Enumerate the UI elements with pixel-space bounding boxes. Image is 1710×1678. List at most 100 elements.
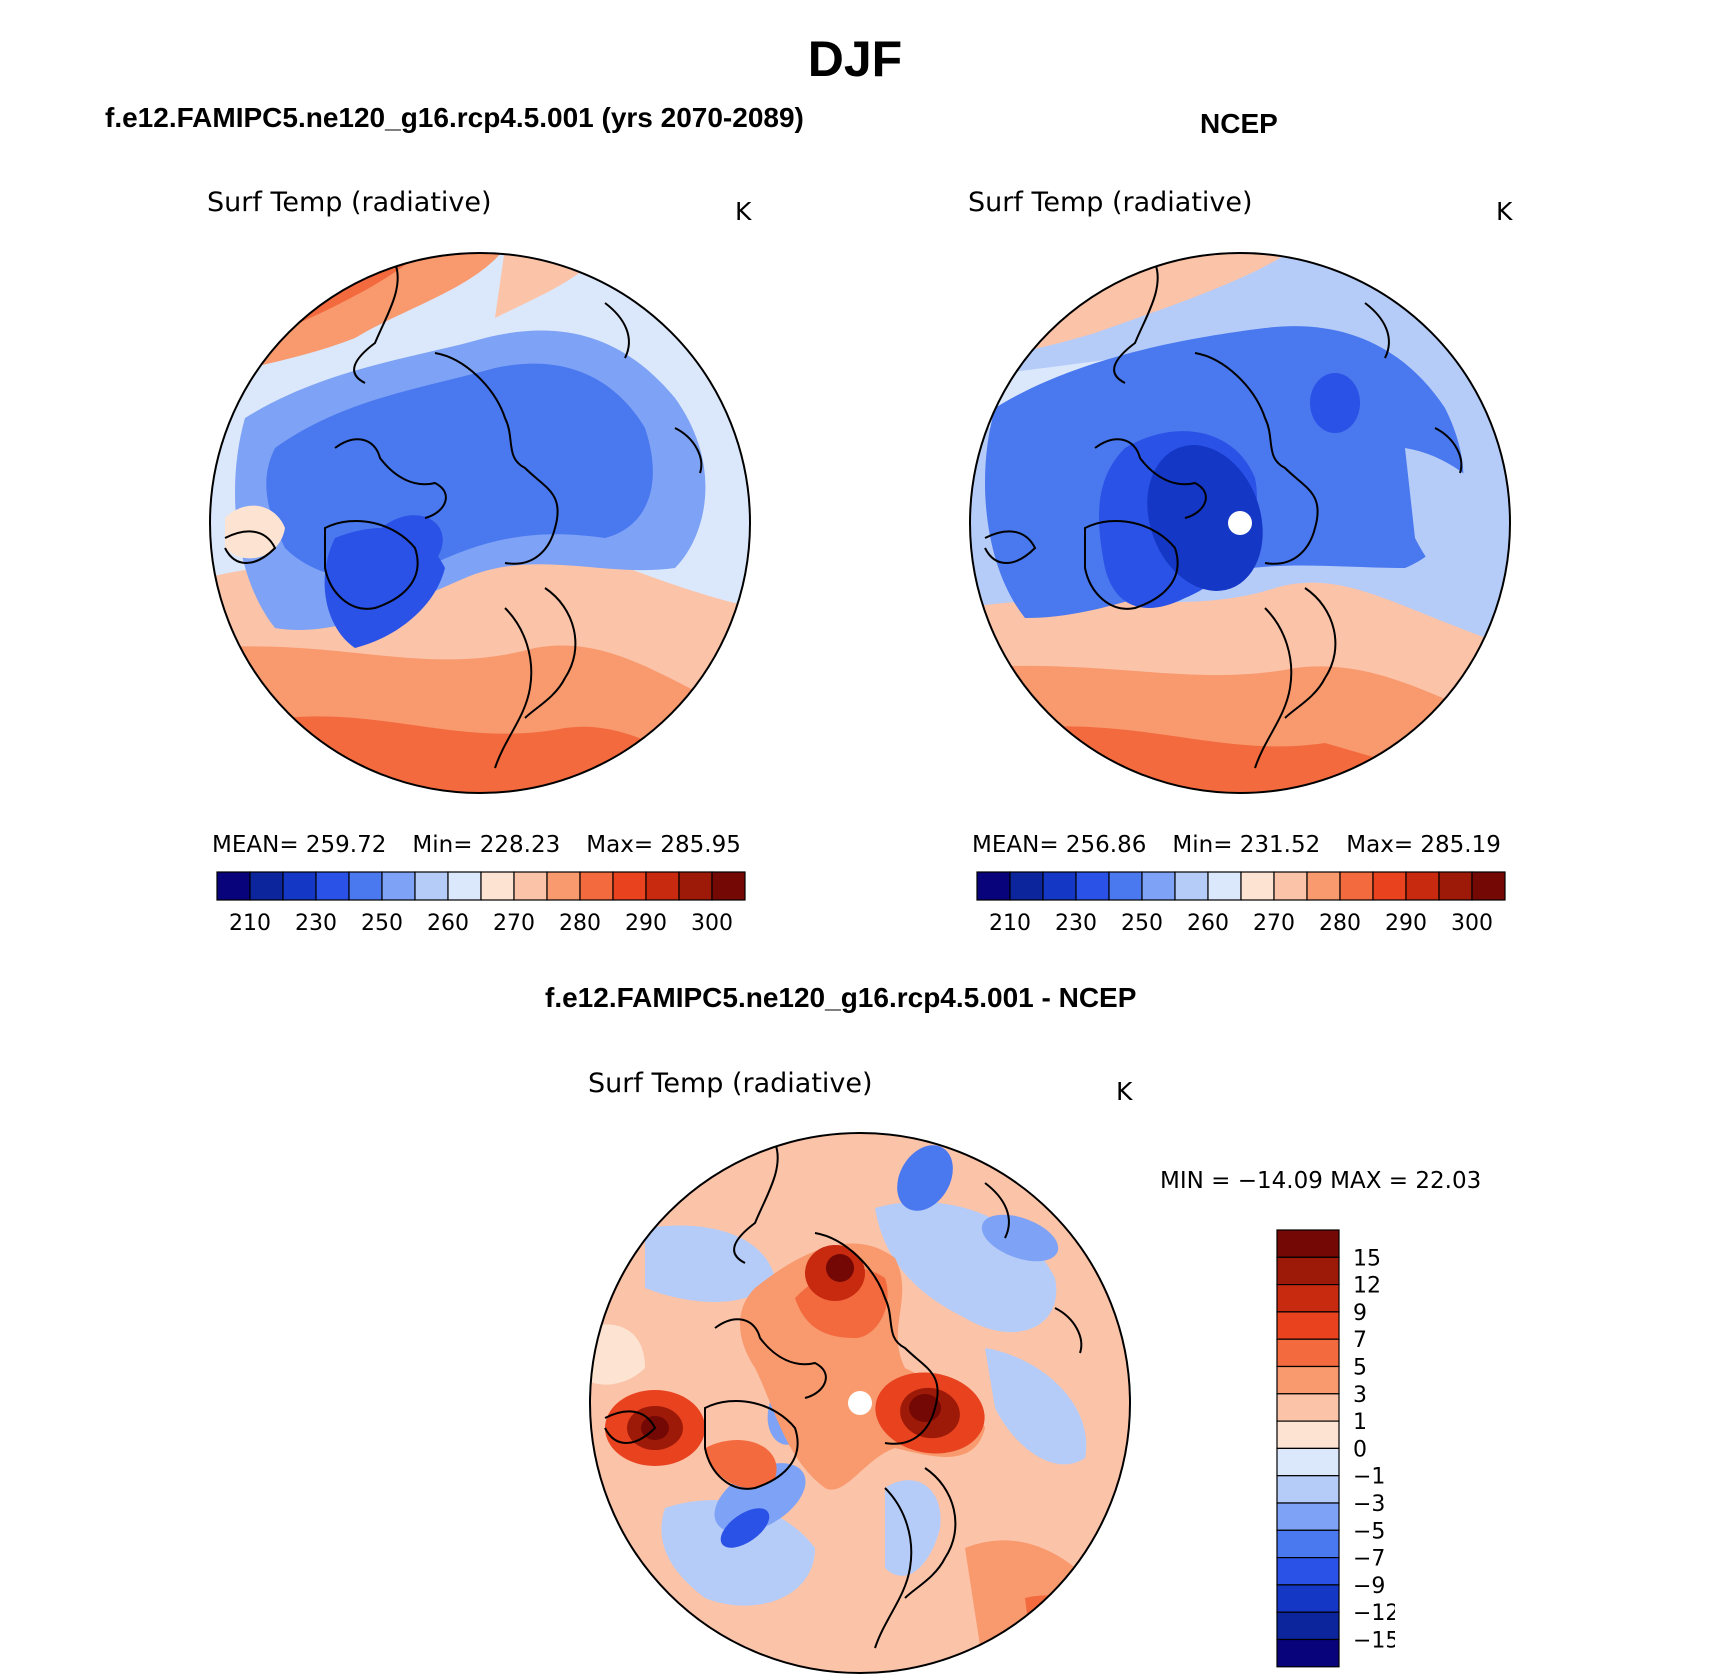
colorbar-tick-label: −12 [1353, 1601, 1395, 1626]
colorbar-tick-label: 260 [1187, 911, 1229, 936]
colorbar-tick-label: 9 [1353, 1301, 1367, 1326]
colorbar-swatch [976, 871, 1011, 901]
colorbar-swatch [1276, 1638, 1340, 1668]
colorbar-tick-label: 290 [625, 911, 667, 936]
colorbar-tick-label: −7 [1353, 1547, 1385, 1572]
colorbar-swatch [546, 871, 581, 901]
colorbar-swatch [1108, 871, 1143, 901]
diff-units-label: K [1116, 1077, 1133, 1106]
colorbar-swatch [447, 871, 482, 901]
colorbar-swatch [480, 871, 515, 901]
colorbar-swatch [1273, 871, 1308, 901]
colorbar-tick-label: 290 [1385, 911, 1427, 936]
colorbar-tick-label: −5 [1353, 1519, 1385, 1544]
colorbar-swatch [678, 871, 713, 901]
colorbar-swatch [348, 871, 383, 901]
panel2-case-title: NCEP [1200, 108, 1278, 139]
colorbar-tick-label: 300 [691, 911, 733, 936]
diff-case-title: f.e12.FAMIPC5.ne120_g16.rcp4.5.001 - NCE… [545, 982, 1137, 1013]
colorbar-swatch [1306, 871, 1341, 901]
colorbar-swatch [1141, 871, 1176, 901]
colorbar-swatch [1276, 1611, 1340, 1641]
colorbar-swatch [1276, 1447, 1340, 1477]
colorbar-tick-label: −15 [1353, 1629, 1395, 1654]
colorbar-swatch [579, 871, 614, 901]
panel2-max: Max= 285.19 [1346, 832, 1501, 858]
colorbar-tick-label: 210 [989, 911, 1031, 936]
colorbar-tick-label: 250 [1121, 911, 1163, 936]
panel2-colorbar: 210 230 250 260 270 280 290 300 [976, 871, 1506, 936]
panel2-units-label: K [1496, 197, 1513, 226]
colorbar-tick-label: 230 [295, 911, 337, 936]
colorbar-swatch [1276, 1502, 1340, 1531]
colorbar-swatch [645, 871, 680, 901]
colorbar-tick-label: −9 [1353, 1574, 1385, 1599]
colorbar-tick-label: −1 [1353, 1465, 1385, 1490]
panel1-stats: MEAN= 259.72 Min= 228.23 Max= 285.95 [212, 832, 741, 858]
colorbar-swatch [1276, 1338, 1340, 1368]
colorbar-swatch [612, 871, 647, 901]
colorbar-swatch [1075, 871, 1110, 901]
colorbar-tick-label: 300 [1451, 911, 1493, 936]
colorbar-swatch [1339, 871, 1374, 901]
colorbar-tick-label: −3 [1353, 1492, 1385, 1517]
colorbar-tick-label: 12 [1353, 1274, 1381, 1299]
colorbar-swatch [1372, 871, 1407, 901]
panel2-polar-map [969, 252, 1511, 794]
colorbar-swatch [249, 871, 284, 901]
colorbar-swatch [381, 871, 416, 901]
colorbar-tick-label: 270 [493, 911, 535, 936]
page-title: DJF [807, 31, 903, 87]
colorbar-swatch [1276, 1557, 1340, 1586]
colorbar-tick-label: 15 [1353, 1246, 1381, 1271]
colorbar-swatch [1276, 1283, 1340, 1313]
colorbar-swatch [1276, 1475, 1340, 1504]
panel1-max: Max= 285.95 [586, 832, 741, 858]
panel2-variable-label: Surf Temp (radiative) [968, 187, 1253, 218]
colorbar-swatch [414, 871, 449, 901]
panel2-min: Min= 231.52 [1172, 832, 1321, 858]
colorbar-tick-label: 7 [1353, 1328, 1367, 1353]
colorbar-swatch [315, 871, 350, 901]
colorbar-swatch [1438, 871, 1473, 901]
colorbar-swatch [1276, 1584, 1340, 1613]
colorbar-tick-label: 0 [1353, 1437, 1367, 1462]
colorbar-swatch [1276, 1256, 1340, 1286]
colorbar-swatch [1276, 1365, 1340, 1395]
panel2-mean: MEAN= 256.86 [972, 832, 1147, 858]
colorbar-swatch [1276, 1229, 1340, 1258]
panel1-mean: MEAN= 259.72 [212, 832, 387, 858]
colorbar-swatch [216, 871, 251, 901]
panel1-case-title: f.e12.FAMIPC5.ne120_g16.rcp4.5.001 (yrs … [105, 102, 804, 133]
colorbar-swatch [282, 871, 317, 901]
colorbar-swatch [513, 871, 548, 901]
colorbar-swatch [1009, 871, 1044, 901]
diff-variable-label: Surf Temp (radiative) [588, 1068, 873, 1099]
colorbar-swatch [1042, 871, 1077, 901]
colorbar-swatch [1240, 871, 1275, 901]
colorbar-swatch [1276, 1529, 1340, 1559]
colorbar-swatch [1276, 1420, 1340, 1450]
colorbar-tick-label: 5 [1353, 1356, 1367, 1381]
colorbar-tick-label: 210 [229, 911, 271, 936]
panel2-stats: MEAN= 256.86 Min= 231.52 Max= 285.19 [972, 832, 1501, 858]
panel1-polar-map [209, 252, 751, 794]
colorbar-swatch [1405, 871, 1440, 901]
panel1-units-label: K [735, 197, 752, 226]
panel1-min: Min= 228.23 [412, 832, 561, 858]
colorbar-tick-label: 270 [1253, 911, 1295, 936]
colorbar-tick-label: 250 [361, 911, 403, 936]
colorbar-tick-label: 280 [1319, 911, 1361, 936]
colorbar-swatch [1276, 1311, 1340, 1340]
colorbar-tick-label: 260 [427, 911, 469, 936]
colorbar-tick-label: 3 [1353, 1383, 1367, 1408]
colorbar-tick-label: 230 [1055, 911, 1097, 936]
diff-minmax: MIN = −14.09 MAX = 22.03 [1160, 1168, 1482, 1194]
diff-polar-map [589, 1132, 1131, 1674]
colorbar-tick-label: 1 [1353, 1410, 1367, 1435]
colorbar-tick-label: 280 [559, 911, 601, 936]
colorbar-swatch [711, 871, 746, 901]
colorbar-swatch [1174, 871, 1209, 901]
colorbar-swatch [1471, 871, 1506, 901]
